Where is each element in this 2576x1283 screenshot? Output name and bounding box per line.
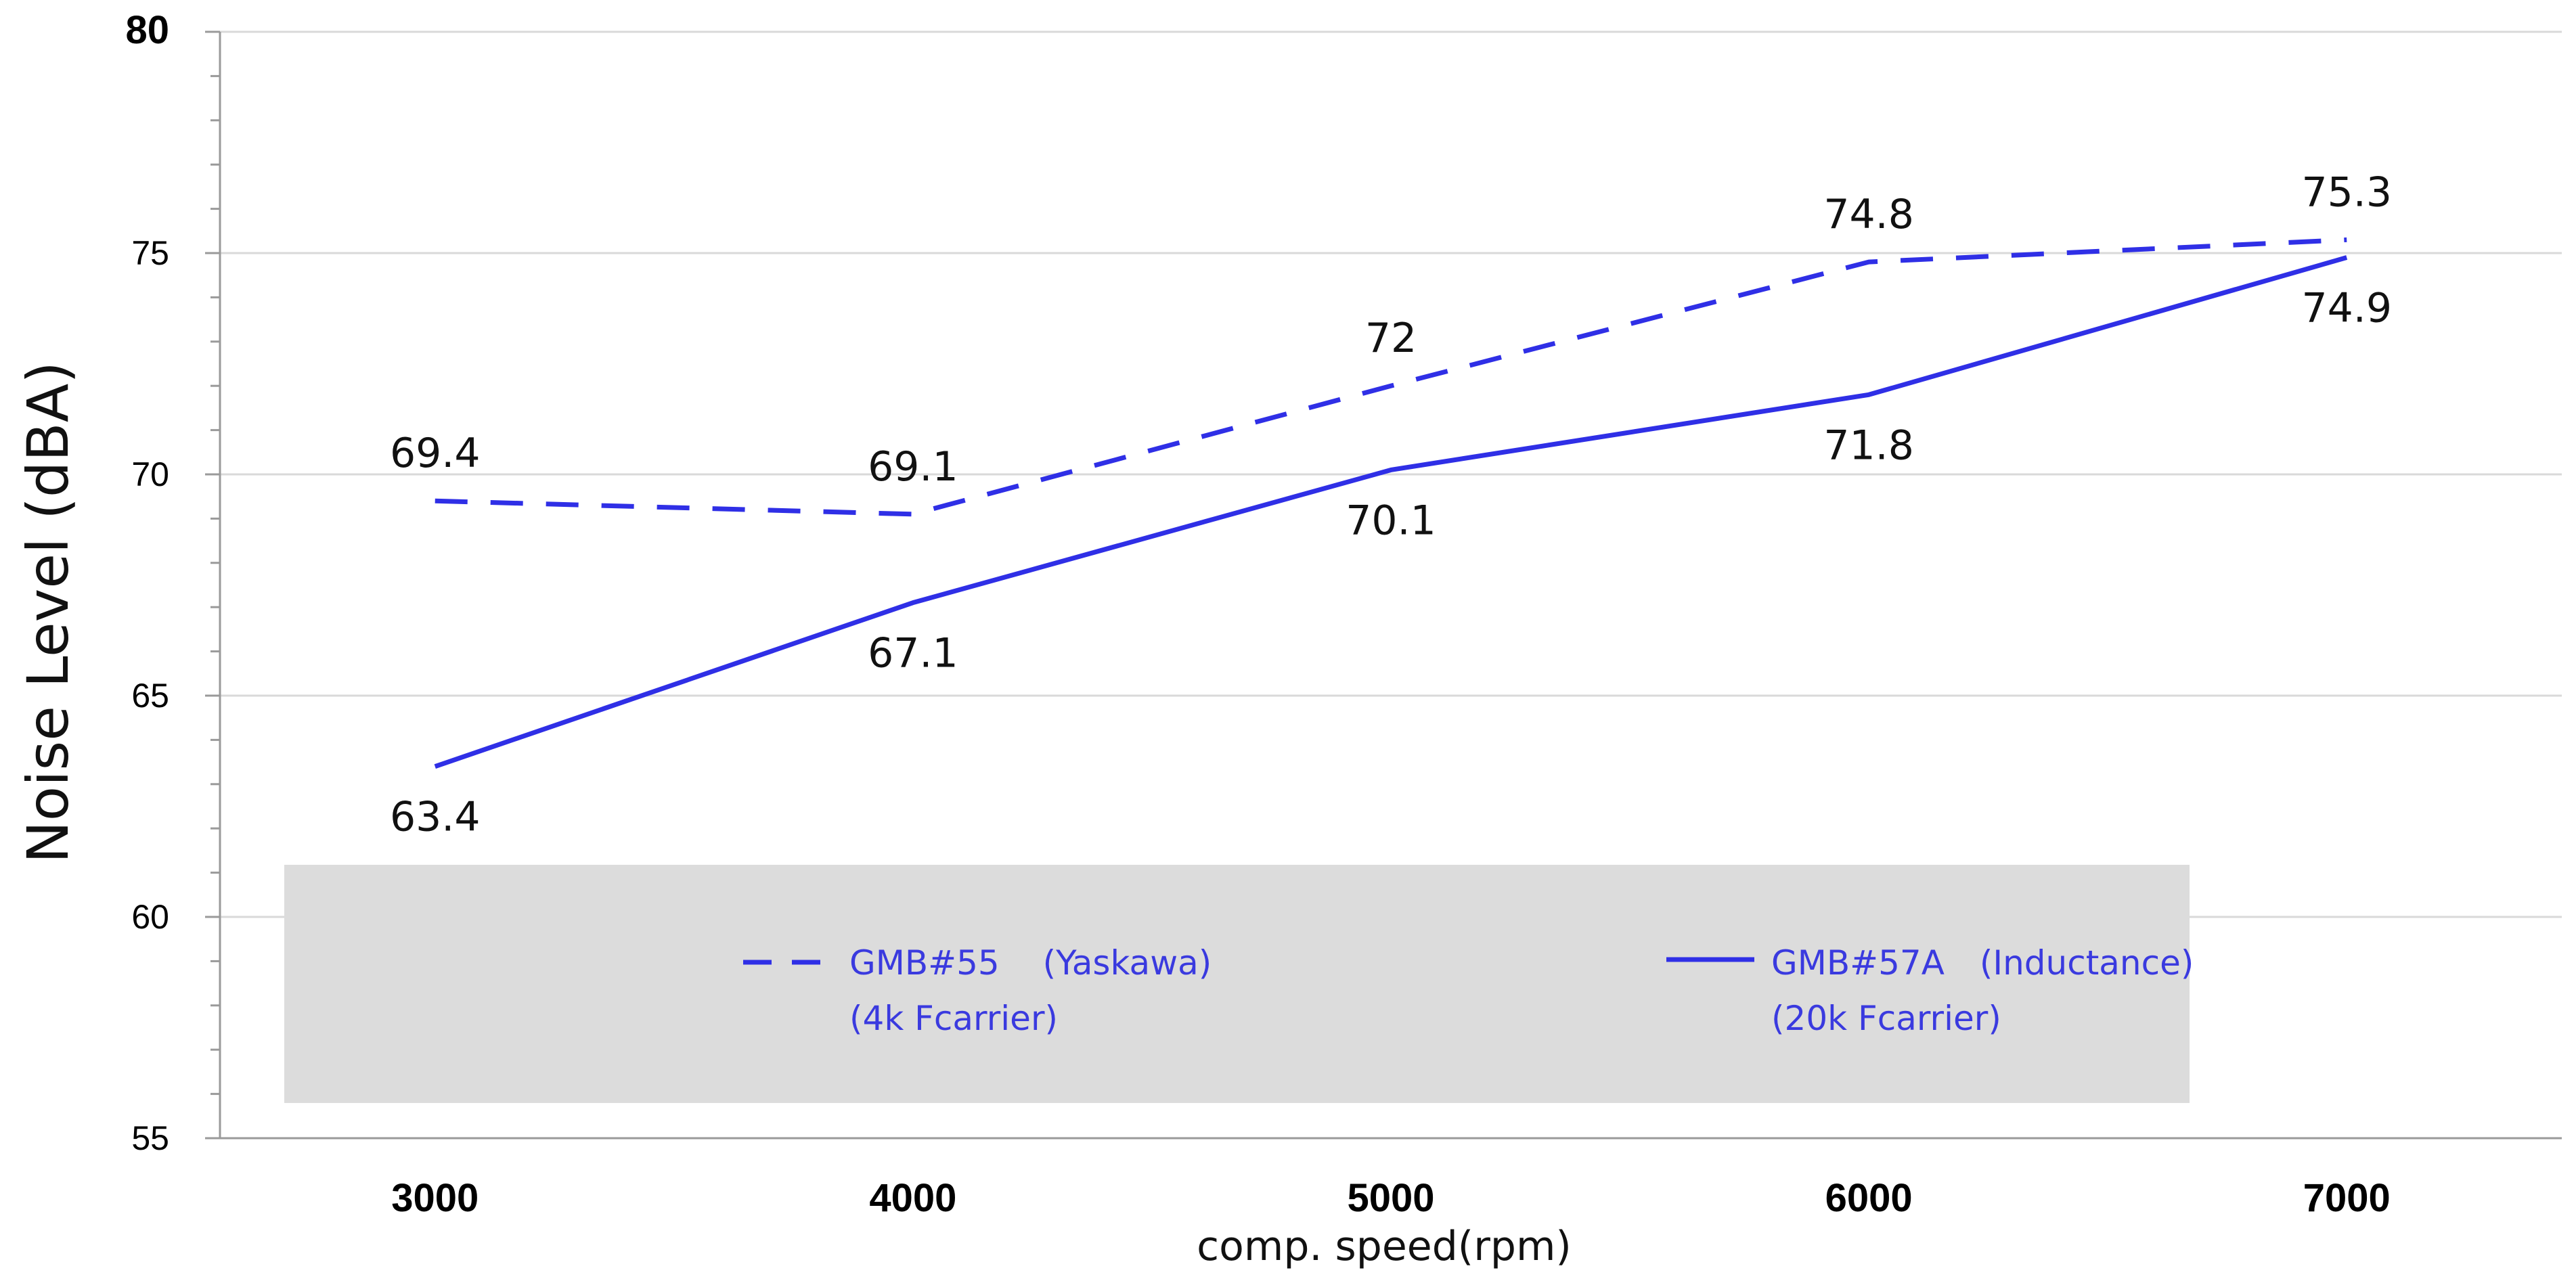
legend-sub-gmb57a: (20k Fcarrier) — [1771, 999, 2001, 1038]
legend-label-gmb57a: GMB#57A (Inductance) — [1771, 943, 2194, 983]
data-label: 74.8 — [1823, 191, 1914, 238]
data-label: 69.4 — [390, 430, 481, 477]
legend-series-suffix: (Inductance) — [1980, 943, 2194, 983]
legend-item-gmb55: GMB#55 (Yaskawa) (4k Fcarrier) — [743, 943, 1212, 1038]
legend-background — [284, 865, 2190, 1103]
legend-series-name: GMB#57A — [1771, 943, 1945, 983]
data-label: 71.8 — [1823, 422, 1914, 469]
legend-series-suffix: (Yaskawa) — [1043, 943, 1212, 983]
y-tick-label: 65 — [131, 677, 169, 715]
y-axis-title: Noise Level (dBA) — [15, 361, 81, 863]
data-labels: 69.4 69.1 72 74.8 75.3 63.4 67.1 70.1 71.8 74.9 — [390, 168, 2392, 840]
y-tick-label: 75 — [131, 234, 169, 272]
data-label: 67.1 — [868, 630, 958, 677]
data-label: 72 — [1365, 315, 1417, 362]
axes — [205, 30, 2562, 1140]
series-lines — [434, 237, 2348, 769]
y-tick-label: 70 — [131, 455, 169, 493]
legend: GMB#55 (Yaskawa) (4k Fcarrier) GMB#57A (… — [743, 943, 2194, 1038]
grid-lines — [220, 30, 2562, 918]
x-tick-label: 4000 — [869, 1176, 956, 1220]
data-label: 70.1 — [1346, 497, 1436, 544]
y-tick-label: 60 — [131, 898, 169, 936]
y-tick-label: 80 — [125, 8, 169, 52]
x-axis-title: comp. speed(rpm) — [1197, 1223, 1572, 1270]
y-tick-labels: 55 60 65 70 75 80 — [125, 8, 169, 1157]
data-label: 75.3 — [2301, 168, 2392, 216]
legend-sub-gmb55: (4k Fcarrier) — [849, 999, 1058, 1038]
series-line-gmb55 — [435, 237, 2347, 517]
x-tick-label: 6000 — [1825, 1176, 1913, 1220]
series-line-gmb57a — [434, 255, 2348, 769]
x-tick-label: 3000 — [391, 1176, 479, 1220]
x-tick-label: 5000 — [1347, 1176, 1434, 1220]
legend-label-gmb55: GMB#55 (Yaskawa) — [849, 943, 1212, 983]
x-tick-label: 7000 — [2303, 1176, 2391, 1220]
data-label: 74.9 — [2301, 285, 2392, 332]
data-label: 63.4 — [390, 794, 481, 841]
legend-item-gmb57a: GMB#57A (Inductance) (20k Fcarrier) — [1666, 943, 2194, 1038]
x-tick-labels: 3000 4000 5000 6000 7000 — [391, 1176, 2391, 1220]
y-tick-label: 55 — [131, 1119, 169, 1157]
data-label: 69.1 — [868, 443, 958, 491]
legend-series-name: GMB#55 — [849, 943, 1000, 983]
